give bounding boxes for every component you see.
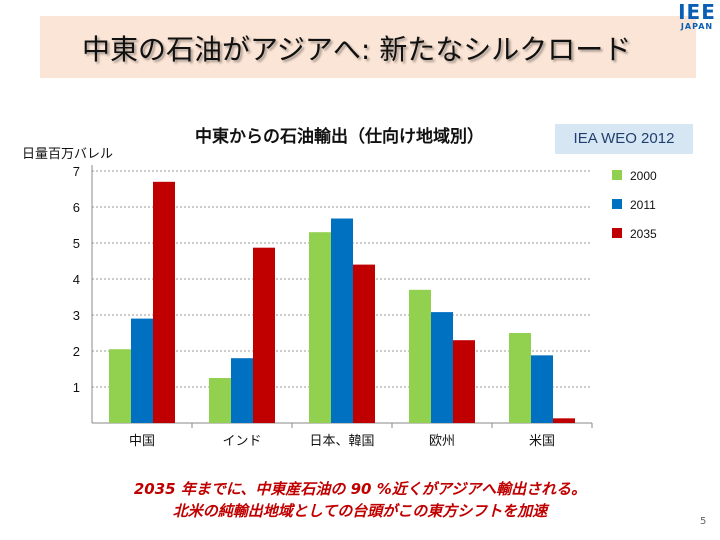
x-tick-label: 米国	[529, 434, 555, 449]
bar-2035	[153, 181, 175, 423]
chart-title: 中東からの石油輸出（仕向け地域別）	[195, 127, 484, 147]
legend-swatch	[612, 228, 622, 238]
bar-2011	[231, 358, 253, 423]
legend-swatch	[612, 170, 622, 180]
y-tick-label: 4	[73, 272, 80, 287]
slide-title: 中東の石油がアジアへ: 新たなシルクロード	[82, 33, 632, 66]
bar-2000	[209, 378, 231, 423]
y-tick-label: 2	[73, 344, 80, 359]
iee-logo: IEE JAPAN	[674, 2, 720, 31]
bar-2035	[553, 418, 575, 423]
bar-2011	[531, 355, 553, 423]
x-tick-label: 中国	[129, 434, 155, 449]
bar-2011	[431, 312, 453, 423]
logo-sub-text: JAPAN	[680, 22, 714, 31]
source-badge: IEA WEO 2012	[555, 124, 693, 154]
legend-label: 2000	[630, 169, 657, 183]
y-axis-label: 日量百万バレル	[22, 147, 114, 162]
y-tick-label: 3	[73, 308, 80, 323]
bar-2011	[131, 318, 153, 423]
legend-label: 2011	[630, 198, 656, 212]
x-tick-label: インド	[222, 434, 261, 449]
bar-2000	[309, 232, 331, 423]
bar-2035	[453, 340, 475, 423]
legend-swatch	[612, 199, 622, 209]
note-line-1: 2035 年までに、中東産石油の 90 %近くがアジアへ輸出される。	[133, 480, 587, 498]
bar-2000	[109, 349, 131, 423]
bar-2035	[253, 247, 275, 423]
bar-2035	[353, 264, 375, 423]
y-tick-label: 6	[73, 200, 80, 215]
y-tick-label: 5	[73, 236, 80, 251]
legend-label: 2035	[630, 227, 657, 241]
x-tick-label: 日本、韓国	[309, 434, 374, 449]
logo-main-text: IEE	[678, 0, 716, 24]
title-banner	[40, 16, 696, 78]
y-tick-label: 7	[73, 164, 80, 179]
bar-2011	[331, 218, 353, 423]
y-tick-label: 1	[73, 380, 80, 395]
bar-2000	[509, 333, 531, 423]
note-line-2: 北米の純輸出地域としての台頭がこの東方シフトを加速	[172, 502, 548, 520]
bar-2000	[409, 289, 431, 423]
x-tick-label: 欧州	[429, 434, 455, 449]
page-number: 5	[700, 516, 707, 527]
